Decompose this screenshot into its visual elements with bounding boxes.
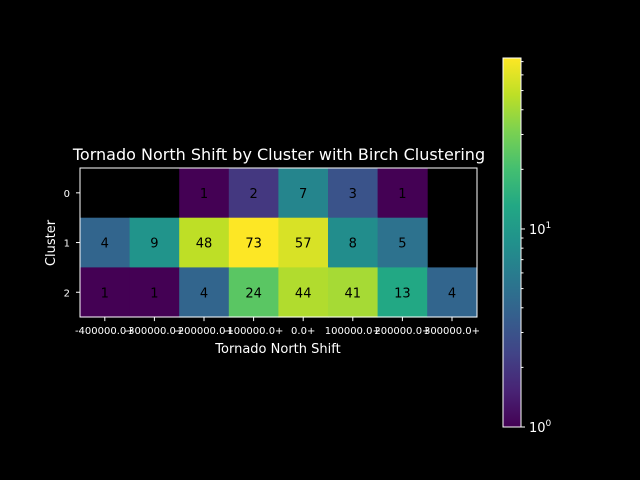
heatmap-cell [377,217,428,268]
x-tick-label: 0.0+ [291,326,315,337]
cell-value-label: 48 [196,237,213,252]
heatmap-cell [278,217,329,268]
cell-value-label: 9 [150,237,158,252]
cell-value-label: 5 [398,237,406,252]
heatmap-cell [179,168,230,219]
colorbar-ticks: 100 101 [521,61,552,436]
heatmap-cell [377,267,428,318]
cell-value-label: 57 [295,237,312,252]
cell-value-label: 1 [150,286,158,301]
y-tick-label: 2 [64,288,70,299]
colorbar-tick-label: 101 [529,221,551,238]
cell-value-label: 73 [245,237,262,252]
heatmap-cell [80,217,131,268]
cell-value-label: 41 [345,286,362,301]
x-tick-label: -300000.0+ [125,326,185,337]
cell-value-label: 8 [349,237,357,252]
x-tick-label: 200000.0+ [374,326,430,337]
y-tick-labels: 0 1 2 [64,189,80,299]
heatmap-cell [179,217,230,268]
heatmap-cell [427,267,478,318]
heatmap-cell [228,217,279,268]
heatmap-cell [129,267,180,318]
heatmap-cell [328,267,379,318]
x-axis-label: Tornado North Shift [214,342,340,357]
x-tick-label: -400000.0+ [75,326,135,337]
y-tick-label: 1 [64,239,70,250]
cell-value-label: 1 [200,187,208,202]
x-tick-label: -100000.0+ [224,326,284,337]
heatmap-cell [228,267,279,318]
x-tick-label: 100000.0+ [325,326,381,337]
cell-value-label: 4 [200,286,208,301]
cell-value-label: 1 [398,187,406,202]
cell-value-label: 1 [101,286,109,301]
cell-value-label: 24 [245,286,262,301]
cell-value-label: 2 [249,187,257,202]
heatmap-cell [278,267,329,318]
x-tick-labels: -400000.0+-300000.0+-200000.0+-100000.0+… [75,317,480,337]
cell-value-label: 4 [448,286,456,301]
cell-value-label: 44 [295,286,312,301]
cell-value-label: 7 [299,187,307,202]
cell-value-label: 13 [394,286,411,301]
heatmap-cell [179,267,230,318]
heatmap-cell [328,217,379,268]
heatmap-cell [80,267,131,318]
heatmap-cell [328,168,379,219]
colorbar [502,57,522,428]
heatmap-cells: 1 2 7 3 14 9 48 73 57 8 51 1 4 24 44 41 13 4 [80,168,478,318]
cell-value-label: 3 [349,187,357,202]
heatmap-cell [228,168,279,219]
colorbar-tick-label: 100 [529,419,552,436]
cell-value-label: 4 [101,237,109,252]
heatmap-cell [377,168,428,219]
chart-title: Tornado North Shift by Cluster with Birc… [72,145,485,164]
y-tick-label: 0 [64,189,70,200]
x-tick-label: 300000.0+ [424,326,480,337]
heatmap-cell [129,217,180,268]
heatmap-cell [278,168,329,219]
y-axis-label: Cluster [44,219,59,266]
x-tick-label: -200000.0+ [174,326,234,337]
